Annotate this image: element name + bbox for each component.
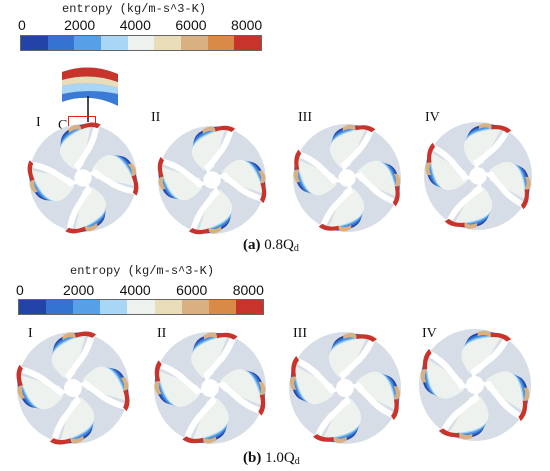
colorbar-tick-label: 6000 [175, 17, 207, 33]
colorbar-ticks-b: 0 2000 4000 6000 8000 [16, 282, 264, 298]
colorbar-segment [19, 300, 47, 314]
colorbar-segment [100, 300, 128, 314]
colorbar-segment [21, 36, 48, 50]
zoom-connector [87, 96, 89, 122]
colorbar-segment [73, 300, 101, 314]
impeller-entropy-contour [419, 329, 531, 441]
impeller-entropy-contour [293, 124, 401, 232]
caption-a: (a) 0.8Qd [243, 237, 299, 254]
colorbar-tick-label: 4000 [119, 17, 151, 33]
colorbar-title-b: entropy (kg/m-s^3-K) [70, 264, 215, 278]
impeller-entropy-contour [27, 122, 139, 234]
impeller-entropy-contour [424, 122, 532, 230]
zoom-inset [62, 67, 118, 110]
impeller-label: I [28, 326, 33, 341]
caption-b-text: 1.0Q [261, 450, 295, 466]
caption-b-prefix: (b) [243, 450, 262, 466]
caption-a-text: 0.8Q [260, 237, 294, 253]
caption-b: (b) 1.0Qd [243, 450, 300, 467]
colorbar-tick-label: 8000 [231, 17, 263, 33]
colorbar-segment [47, 36, 75, 50]
colorbar-title-a: entropy (kg/m-s^3-K) [62, 2, 207, 16]
impeller-label: II [151, 110, 161, 125]
impeller-label: III [293, 326, 307, 341]
colorbar-segment [46, 300, 74, 314]
colorbar-tick-label: 4000 [119, 282, 151, 298]
caption-b-sub: d [294, 456, 300, 467]
impeller-entropy-contour [154, 332, 266, 444]
impeller-entropy-contour [16, 331, 130, 445]
colorbar-segment [234, 36, 262, 50]
colorbar-tick-label: 2000 [63, 282, 95, 298]
colorbar-segment [235, 300, 263, 314]
colorbar-b [18, 299, 264, 315]
colorbar-ticks-a: 0 2000 4000 6000 8000 [18, 17, 263, 33]
impeller-label: III [298, 110, 312, 125]
impeller-label: IV [425, 110, 440, 125]
impeller-label: IV [422, 326, 437, 341]
caption-a-prefix: (a) [243, 237, 261, 253]
impeller-label: I [36, 115, 41, 130]
impeller-entropy-contour [157, 125, 267, 235]
colorbar-a [20, 35, 262, 51]
colorbar-tick-label: 2000 [64, 17, 96, 33]
impeller-label: II [157, 326, 167, 341]
zoom-label: C [58, 118, 68, 133]
colorbar-segment [208, 300, 236, 314]
colorbar-tick-label: 8000 [232, 282, 264, 298]
colorbar-segment [181, 36, 208, 50]
colorbar-segment [154, 300, 182, 314]
colorbar-segment [101, 36, 128, 50]
colorbar-segment [127, 300, 155, 314]
colorbar-segment [154, 36, 182, 50]
colorbar-segment [127, 36, 155, 50]
colorbar-tick-label: 6000 [176, 282, 208, 298]
colorbar-segment [207, 36, 235, 50]
colorbar-segment [74, 36, 102, 50]
caption-a-sub: d [293, 243, 299, 254]
colorbar-segment [181, 300, 209, 314]
impeller-entropy-contour [289, 332, 401, 444]
colorbar-tick-label: 0 [18, 17, 26, 33]
colorbar-tick-label: 0 [16, 282, 24, 298]
